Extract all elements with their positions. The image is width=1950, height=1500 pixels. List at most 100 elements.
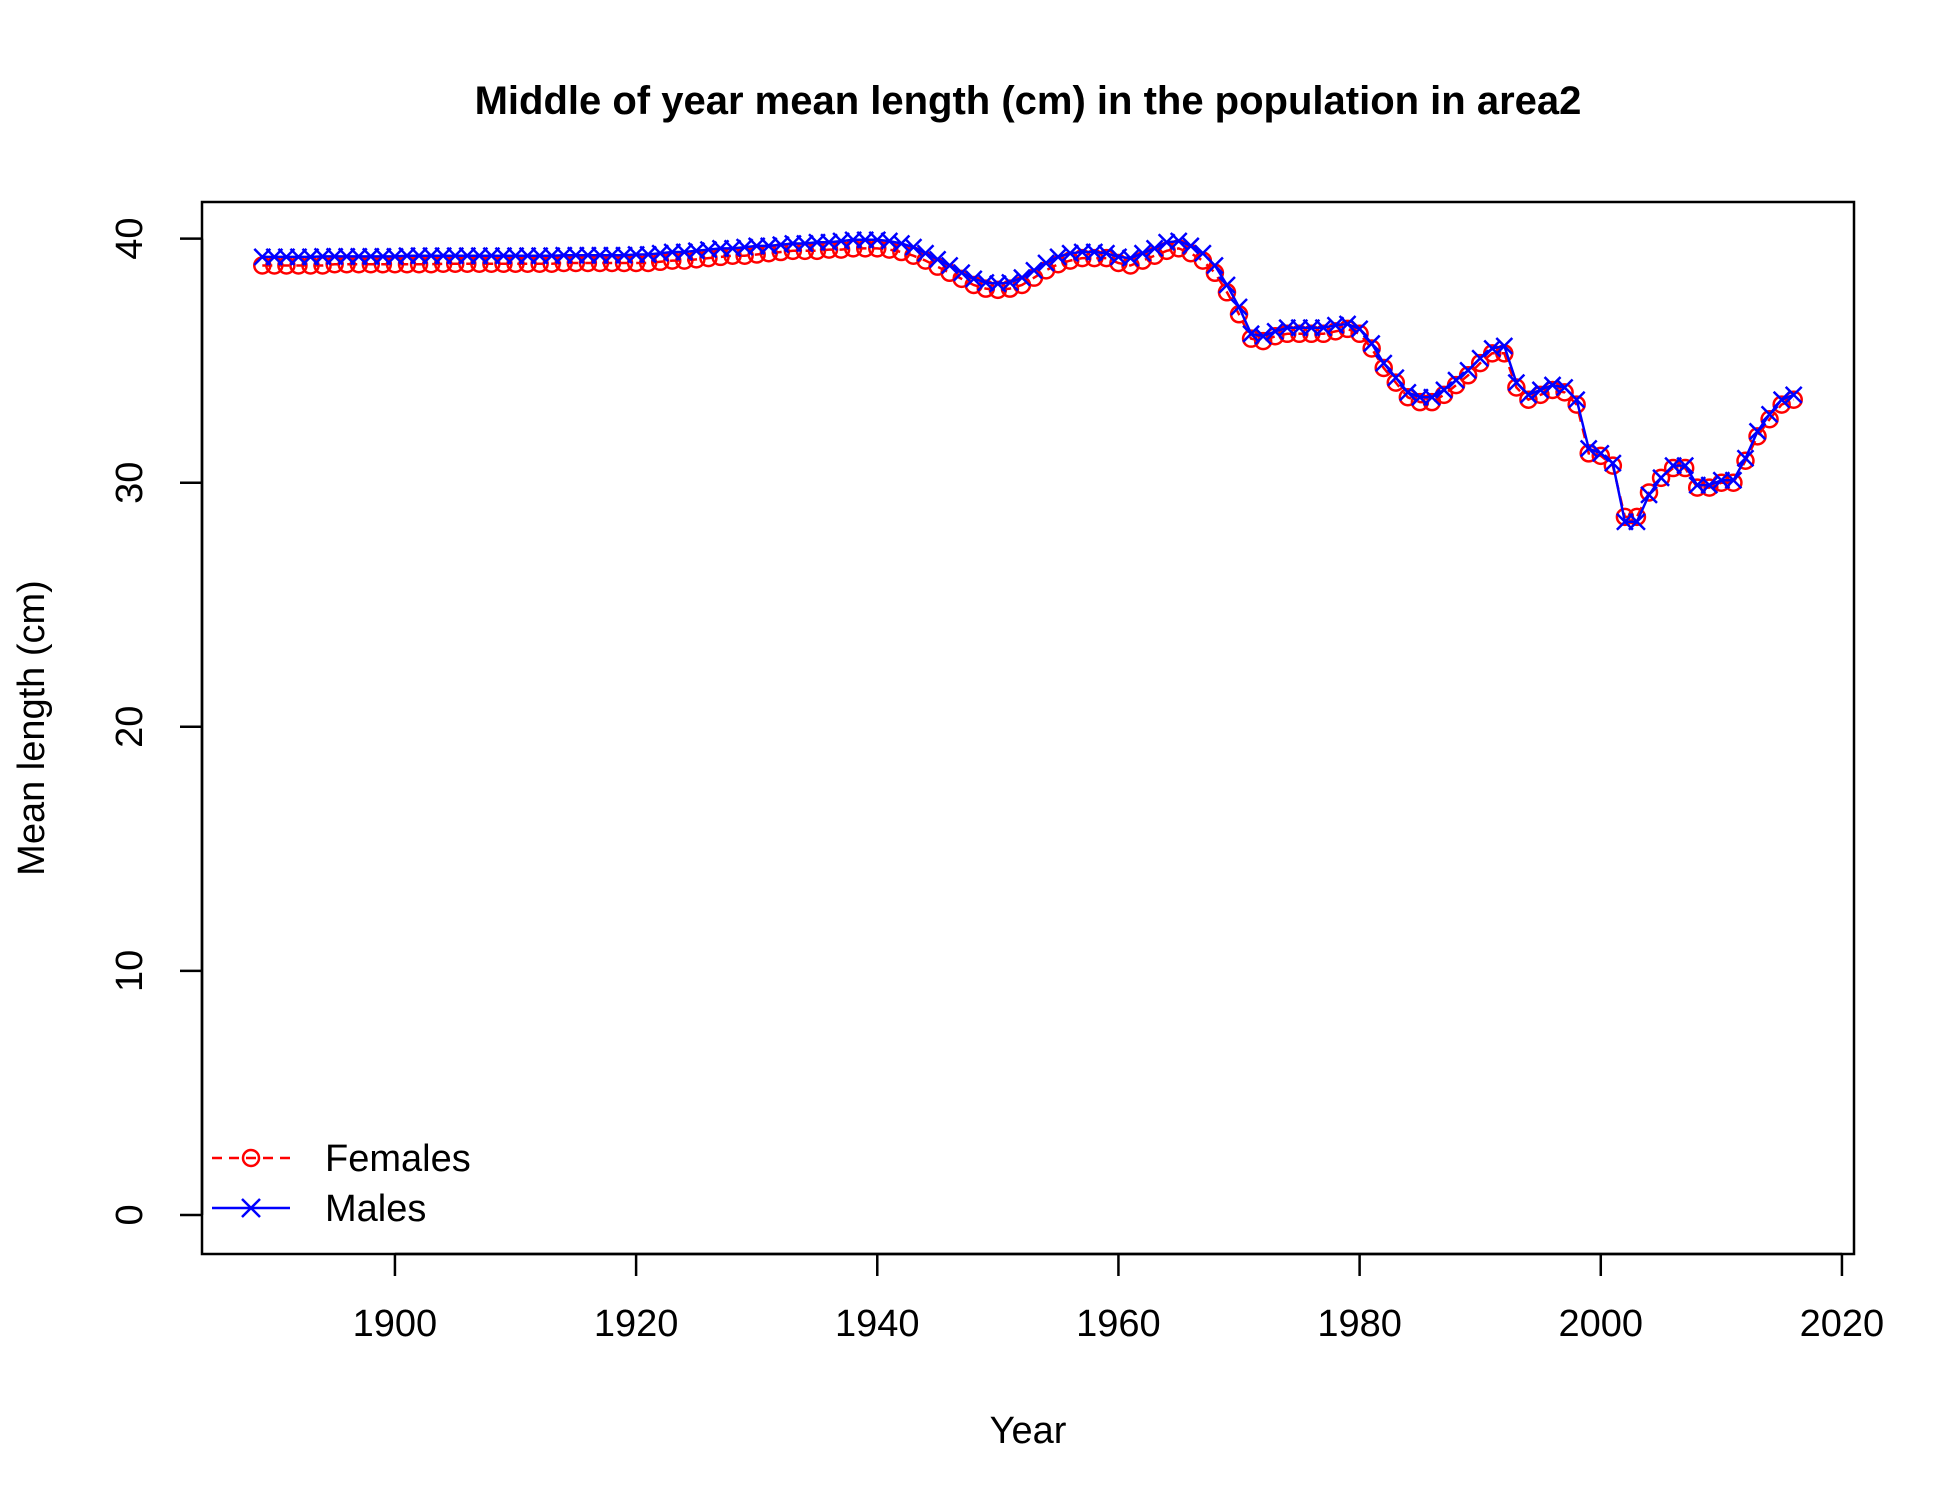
legend-marker-males <box>241 1198 261 1218</box>
x-tick-label-3: 1960 <box>1076 1303 1161 1345</box>
data-point-females <box>1097 248 1116 268</box>
data-point-males <box>1724 471 1743 490</box>
data-point-males <box>1206 256 1224 275</box>
data-point-females <box>1784 390 1803 409</box>
data-point-females <box>1290 324 1309 344</box>
data-point-males <box>1362 334 1381 353</box>
data-point-males <box>1181 237 1200 255</box>
series-line-females <box>262 247 1795 519</box>
data-point-males <box>1591 444 1610 463</box>
x-axis: 1900 1920 1940 1960 1980 2000 2020 <box>353 1252 1885 1345</box>
data-point-females <box>1567 395 1586 414</box>
y-axis-label: Mean length (cm) <box>11 580 53 876</box>
data-point-females <box>988 280 1008 300</box>
x-tick-label-6: 2020 <box>1800 1303 1885 1345</box>
data-point-males <box>1495 337 1514 355</box>
data-point-males <box>1736 449 1755 468</box>
data-point-males <box>1001 273 1019 292</box>
data-point-males <box>1784 385 1803 404</box>
data-point-males <box>892 234 911 253</box>
data-point-females <box>1531 385 1550 405</box>
data-point-females <box>1470 353 1490 373</box>
data-point-males <box>1447 371 1465 390</box>
data-point-males <box>1386 368 1405 387</box>
x-axis-label: Year <box>990 1410 1067 1452</box>
plot-frame <box>200 200 1856 1256</box>
data-point-males <box>1772 390 1791 409</box>
chart-title: Middle of year mean length (cm) in the p… <box>475 79 1582 123</box>
data-point-females <box>1772 395 1791 414</box>
data-point-females <box>1350 324 1369 344</box>
data-point-females <box>1398 388 1418 407</box>
y-tick-label-1: 10 <box>109 950 151 992</box>
data-point-males <box>1531 381 1550 399</box>
data-point-females <box>1555 383 1574 402</box>
data-point-females <box>1639 483 1659 502</box>
data-point-males <box>1097 244 1116 263</box>
data-point-males <box>1013 268 1031 287</box>
data-point-males <box>1338 315 1357 333</box>
data-point-males <box>964 270 983 288</box>
data-point-males <box>1025 261 1043 280</box>
data-point-males <box>1628 512 1646 531</box>
legend-label-males: Males <box>325 1188 426 1230</box>
data-point-males <box>1519 385 1538 404</box>
data-point-males <box>1640 486 1658 504</box>
y-tick-label-4: 40 <box>109 217 151 259</box>
data-point-females <box>1253 331 1273 351</box>
data-point-males <box>1121 249 1140 268</box>
data-point-males <box>1254 327 1273 346</box>
data-point-males <box>1603 454 1622 473</box>
data-point-males <box>1471 349 1490 368</box>
data-point-females <box>1362 339 1381 358</box>
data-point-females <box>1651 468 1671 488</box>
legend: Females Males <box>212 1138 471 1230</box>
series-layer <box>253 230 1803 531</box>
y-tick-label-3: 30 <box>109 462 151 504</box>
data-point-males <box>1748 422 1767 441</box>
data-point-females <box>1760 409 1779 429</box>
data-point-males <box>1676 456 1695 475</box>
data-point-females <box>1314 324 1333 344</box>
data-point-males <box>1049 248 1068 266</box>
data-point-females <box>1736 451 1755 470</box>
data-point-males <box>1266 322 1285 341</box>
y-tick-label-2: 20 <box>109 706 151 748</box>
x-tick-label-0: 1900 <box>353 1303 438 1345</box>
data-point-females <box>1302 324 1321 344</box>
legend-label-females: Females <box>325 1138 471 1180</box>
data-point-males <box>1230 298 1248 316</box>
data-point-females <box>1386 373 1406 392</box>
data-point-males <box>1145 239 1164 258</box>
data-point-males <box>1374 354 1393 372</box>
data-point-males <box>1567 390 1586 409</box>
data-point-females <box>1374 358 1393 378</box>
data-point-males <box>1760 405 1779 424</box>
data-point-males <box>1169 232 1188 250</box>
y-axis: 0 10 20 30 40 <box>109 217 204 1226</box>
y-tick-label-0: 0 <box>109 1204 151 1225</box>
data-point-females <box>1603 456 1623 475</box>
data-point-males <box>1218 276 1236 294</box>
legend-marker-females <box>241 1148 261 1168</box>
data-point-males <box>1037 254 1055 272</box>
data-point-males <box>952 263 971 282</box>
data-point-males <box>928 250 947 269</box>
data-point-females <box>1748 427 1767 446</box>
data-point-males <box>1700 476 1719 495</box>
data-point-females <box>1265 326 1285 346</box>
data-point-males <box>940 256 959 275</box>
data-point-males <box>1579 439 1598 458</box>
data-point-males <box>916 244 935 263</box>
data-point-males <box>1435 381 1453 399</box>
x-tick-label-2: 1940 <box>835 1303 920 1345</box>
data-point-males <box>1133 244 1152 263</box>
data-point-males <box>1350 320 1369 338</box>
x-tick-label-1: 1920 <box>594 1303 679 1345</box>
data-point-males <box>1398 383 1417 402</box>
data-point-males <box>1423 388 1441 407</box>
data-point-males <box>904 238 923 257</box>
x-tick-label-5: 2000 <box>1559 1303 1644 1345</box>
x-tick-label-4: 1980 <box>1317 1303 1402 1345</box>
